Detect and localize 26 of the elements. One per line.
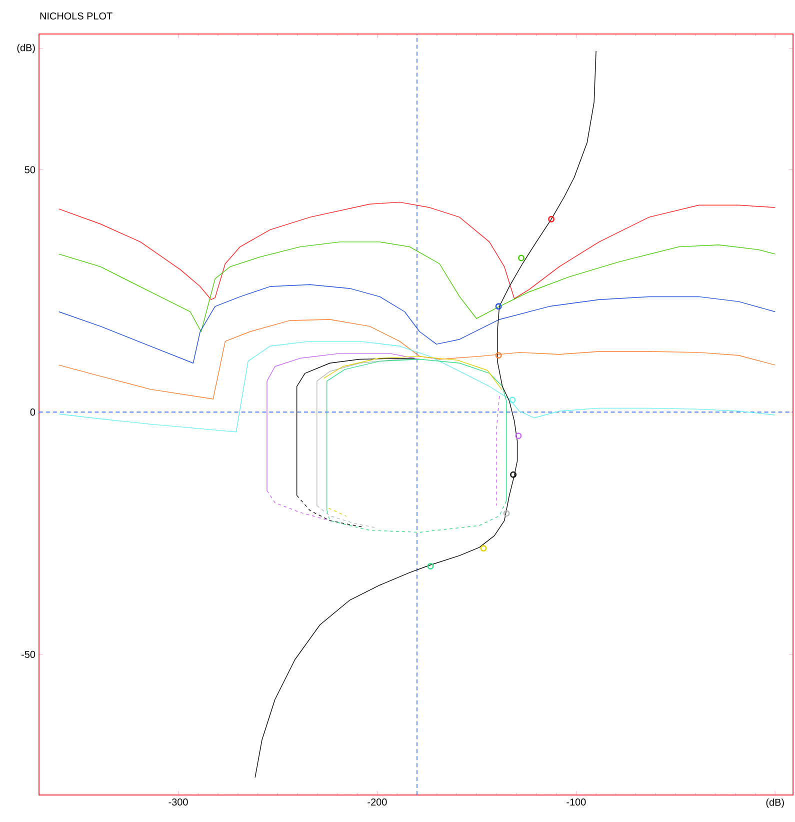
line-series [58, 242, 776, 332]
point [495, 352, 502, 359]
point [495, 303, 502, 310]
point [427, 562, 434, 570]
x-tick-label: (dB) [766, 798, 784, 808]
y-tick-label: (dB) [17, 44, 35, 54]
line-series [58, 284, 776, 364]
point [509, 396, 516, 404]
y-tick-label: 0 [30, 408, 36, 416]
point [515, 432, 522, 440]
line-series [58, 319, 776, 400]
point [510, 471, 517, 478]
point [480, 545, 487, 552]
x-tick-label: -300 [168, 798, 188, 806]
point [518, 254, 524, 262]
line-series [58, 202, 776, 300]
line-series [324, 356, 502, 390]
x-tick-label: -100 [566, 798, 586, 806]
y-tick-label: 50 [24, 166, 36, 174]
x-tick-label: -200 [368, 798, 387, 806]
point [503, 510, 510, 517]
line-series [254, 50, 596, 778]
line-series [58, 340, 776, 432]
point [548, 216, 555, 222]
y-tick-label: -50 [22, 650, 36, 658]
chart-title: NICHOLS PLOT [40, 12, 112, 20]
